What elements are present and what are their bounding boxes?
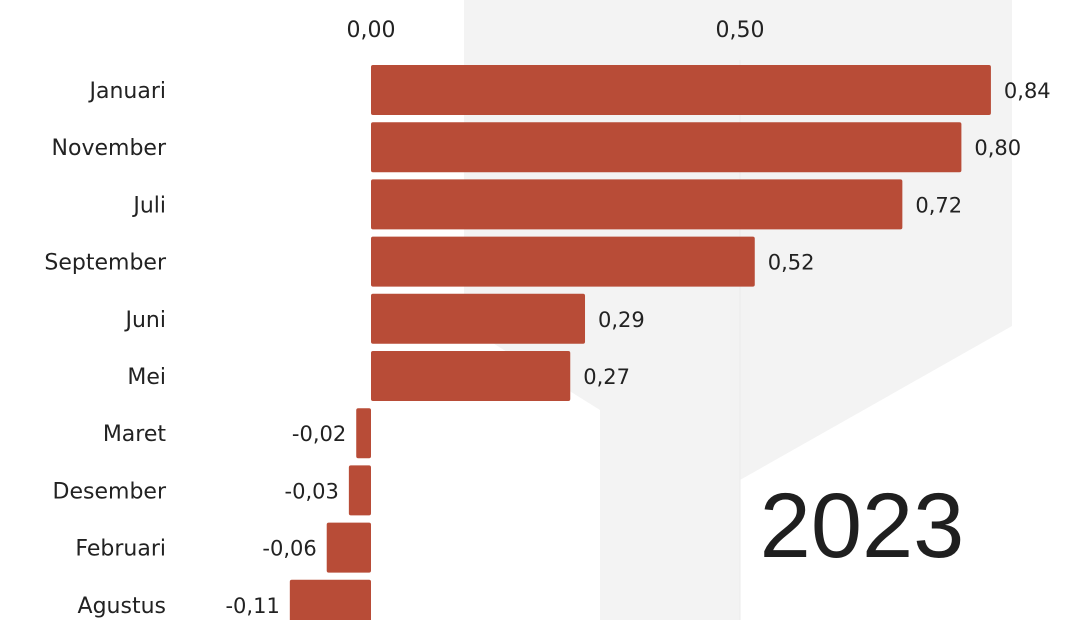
value-label-mei: 0,27	[583, 365, 630, 389]
year-label: 2023	[760, 475, 965, 577]
value-labels: 0,84 0,80 0,72 0,52 0,29 0,27 -0,02 -0,03 -0,06 -…	[225, 79, 1050, 618]
value-label-juli: 0,72	[915, 193, 962, 217]
x-tick-label-1: 0,50	[716, 18, 765, 43]
bar-juni	[371, 293, 586, 344]
bar-februari	[326, 522, 371, 573]
bar-juli	[371, 179, 903, 230]
bar-november	[371, 122, 962, 173]
value-label-desember: -0,03	[285, 479, 339, 503]
bar-maret	[356, 408, 371, 459]
bar-januari	[371, 65, 991, 115]
category-labels: Januari November Juli September Juni Mei Maret…	[44, 79, 167, 619]
category-label-november: November	[52, 136, 167, 161]
category-label-juli: Juli	[131, 193, 166, 218]
bar-september	[371, 236, 755, 287]
bar-desember	[348, 465, 371, 516]
value-label-november: 0,80	[974, 136, 1021, 160]
x-tick-label-0: 0,00	[347, 18, 396, 43]
value-label-september: 0,52	[768, 251, 815, 275]
category-label-desember: Desember	[53, 479, 167, 504]
category-label-september: September	[44, 251, 167, 276]
category-label-agustus: Agustus	[78, 594, 166, 619]
category-label-februari: Februari	[75, 537, 166, 562]
value-label-februari: -0,06	[262, 537, 316, 561]
bar-mei	[371, 351, 571, 401]
category-label-juni: Juni	[124, 308, 167, 333]
x-axis-ticks: 0,00 0,50	[347, 18, 765, 43]
category-label-januari: Januari	[88, 79, 167, 104]
value-label-maret: -0,02	[292, 422, 346, 446]
value-label-agustus: -0,11	[225, 594, 279, 618]
value-label-juni: 0,29	[598, 308, 645, 332]
bars	[289, 65, 991, 620]
value-label-januari: 0,84	[1004, 79, 1051, 103]
category-label-maret: Maret	[103, 422, 167, 447]
category-label-mei: Mei	[127, 365, 166, 390]
bar-agustus	[289, 579, 371, 620]
